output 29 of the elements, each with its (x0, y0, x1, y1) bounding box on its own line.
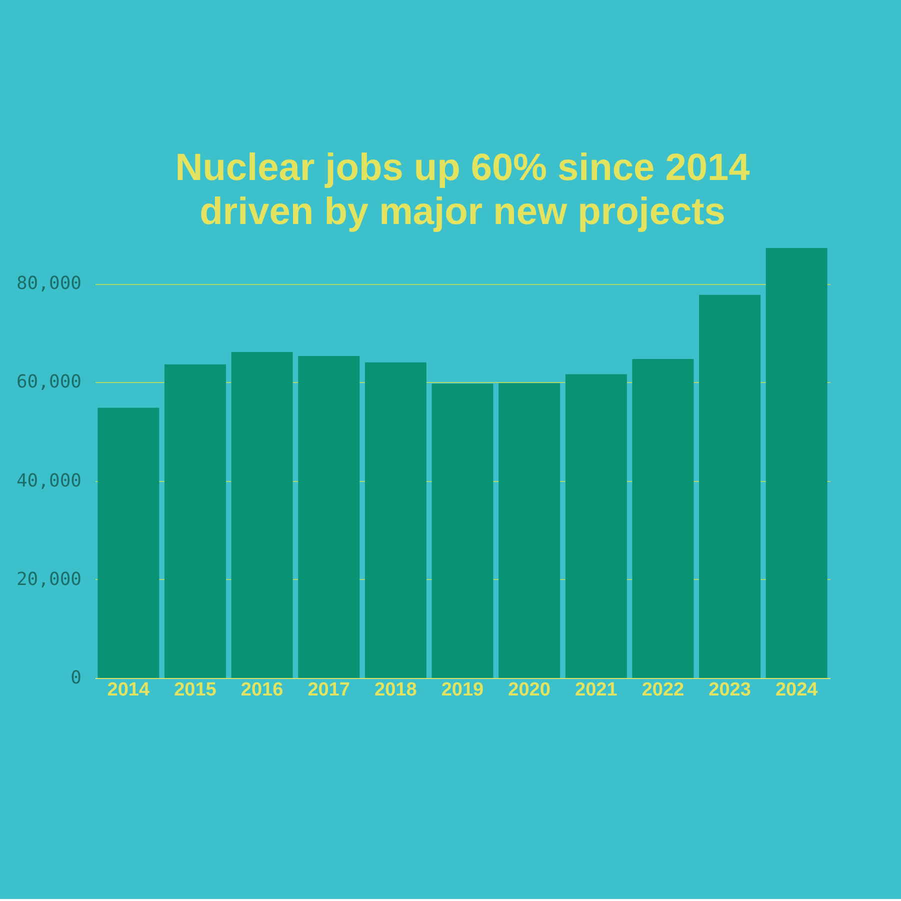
bar (699, 294, 761, 678)
bar (565, 374, 627, 678)
x-tick-label: 2022 (642, 680, 684, 700)
bar (766, 248, 828, 678)
y-tick-label: 20,000 (16, 568, 82, 590)
y-tick-label: 80,000 (16, 273, 82, 294)
y-tick-label: 40,000 (16, 470, 82, 492)
bar (98, 408, 160, 678)
bar (298, 356, 360, 678)
x-tick-label: 2015 (174, 680, 217, 700)
x-tick-label: 2017 (308, 680, 350, 700)
x-tick-label: 2021 (574, 680, 618, 700)
bar (632, 358, 694, 678)
x-tick-label: 2018 (374, 680, 417, 700)
y-tick-label: 0 (70, 668, 82, 688)
bar (364, 362, 426, 678)
x-tick-label: 2019 (441, 680, 484, 700)
text: driven by major new projects (200, 191, 726, 233)
bar (231, 352, 293, 678)
x-tick-label: 2016 (240, 680, 284, 700)
bar (498, 383, 560, 678)
bar (432, 384, 494, 678)
bar (164, 364, 226, 678)
x-tick-label: 2024 (775, 680, 818, 700)
x-tick-label: 2014 (107, 680, 150, 700)
x-tick-label: 2020 (508, 680, 550, 700)
y-tick-label: 60,000 (16, 372, 82, 393)
text: Nuclear jobs up 60% since 2014 (175, 147, 750, 189)
x-tick-label: 2023 (708, 680, 751, 700)
